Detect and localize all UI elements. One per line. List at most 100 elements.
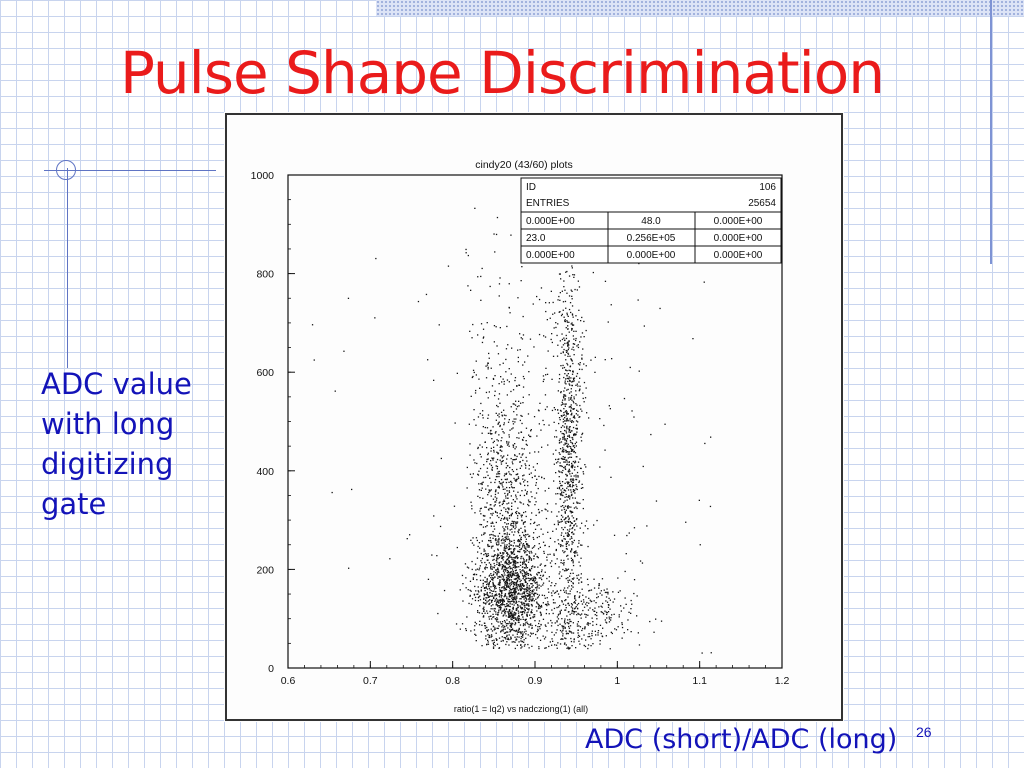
scatter-point <box>491 635 493 637</box>
scatter-point <box>524 531 526 533</box>
scatter-point <box>505 638 507 640</box>
scatter-point <box>524 547 526 549</box>
scatter-point <box>506 494 509 496</box>
scatter-point <box>570 466 573 468</box>
scatter-point <box>555 549 557 552</box>
scatter-point <box>517 297 519 299</box>
scatter-point <box>565 449 567 451</box>
scatter-point <box>598 606 600 608</box>
scatter-point <box>564 500 566 502</box>
scatter-point <box>572 400 574 403</box>
scatter-point <box>571 267 573 269</box>
scatter-point <box>514 458 516 461</box>
scatter-point <box>559 643 562 645</box>
scatter-point <box>524 581 527 583</box>
scatter-point <box>536 586 538 588</box>
scatter-point <box>478 596 480 598</box>
scatter-point <box>533 555 535 557</box>
scatter-point <box>502 553 504 555</box>
scatter-point <box>573 507 576 509</box>
scatter-point <box>476 539 478 542</box>
scatter-point <box>520 644 522 646</box>
scatter-point <box>504 589 507 591</box>
scatter-point <box>509 625 511 627</box>
scatter-point <box>508 583 510 585</box>
scatter-point <box>563 426 566 428</box>
scatter-point <box>569 446 572 448</box>
scatter-point <box>508 595 511 597</box>
scatter-point <box>503 455 505 457</box>
scatter-point <box>497 486 499 488</box>
scatter-point <box>577 344 579 346</box>
scatter-point <box>520 572 522 574</box>
scatter-point <box>515 562 517 564</box>
scatter-point <box>509 594 511 597</box>
scatter-point <box>559 612 561 614</box>
scatter-point <box>502 552 504 554</box>
scatter-point <box>558 439 561 442</box>
scatter-point <box>569 613 571 616</box>
scatter-point <box>467 567 470 569</box>
scatter-point <box>476 568 479 570</box>
scatter-point <box>486 578 488 580</box>
scatter-point <box>498 564 500 566</box>
scatter-point <box>601 611 603 614</box>
scatter-point <box>527 604 529 606</box>
scatter-point <box>571 443 574 445</box>
scatter-point <box>528 594 530 597</box>
scatter-point <box>511 613 513 615</box>
scatter-point <box>491 545 493 548</box>
scatter-point <box>569 485 571 487</box>
scatter-point <box>517 612 520 614</box>
scatter-point <box>566 389 568 391</box>
scatter-point <box>490 522 492 524</box>
scatter-point <box>593 524 595 526</box>
scatter-point <box>565 543 567 545</box>
scatter-point <box>498 593 500 595</box>
scatter-point <box>565 545 568 548</box>
scatter-point <box>522 575 524 577</box>
scatter-point <box>592 643 594 645</box>
scatter-point <box>472 573 475 576</box>
scatter-point <box>557 642 559 644</box>
scatter-point <box>479 620 481 622</box>
scatter-point <box>570 391 572 393</box>
scatter-point <box>571 531 574 533</box>
scatter-point <box>508 565 511 568</box>
scatter-point <box>464 563 467 565</box>
scatter-point <box>521 490 523 492</box>
scatter-point <box>580 573 582 575</box>
scatter-point <box>509 574 512 577</box>
scatter-point <box>581 613 583 615</box>
scatter-point <box>560 493 562 495</box>
scatter-point <box>571 322 573 324</box>
scatter-point <box>581 332 584 334</box>
scatter-point <box>543 638 546 640</box>
scatter-point <box>515 583 518 585</box>
scatter-point <box>572 408 574 410</box>
scatter-point <box>540 585 542 587</box>
scatter-point <box>509 578 511 581</box>
scatter-point <box>528 501 530 503</box>
scatter-point <box>590 359 592 361</box>
top-decor-band <box>376 0 1024 16</box>
scatter-point <box>571 548 573 550</box>
scatter-point <box>512 583 514 585</box>
scatter-point <box>555 503 557 505</box>
scatter-point <box>551 594 553 597</box>
scatter-point <box>605 635 607 637</box>
scatter-point <box>508 441 510 443</box>
scatter-point <box>568 470 570 472</box>
scatter-point <box>599 592 601 594</box>
scatter-point <box>493 440 495 442</box>
scatter-point <box>501 626 503 628</box>
scatter-point <box>522 588 524 590</box>
scatter-point <box>536 536 538 539</box>
scatter-point <box>522 596 524 598</box>
scatter-point <box>539 607 541 609</box>
scatter-point <box>567 353 570 355</box>
scatter-point <box>500 608 502 610</box>
scatter-point <box>528 585 530 587</box>
scatter-point <box>525 443 527 445</box>
scatter-point <box>506 586 508 588</box>
